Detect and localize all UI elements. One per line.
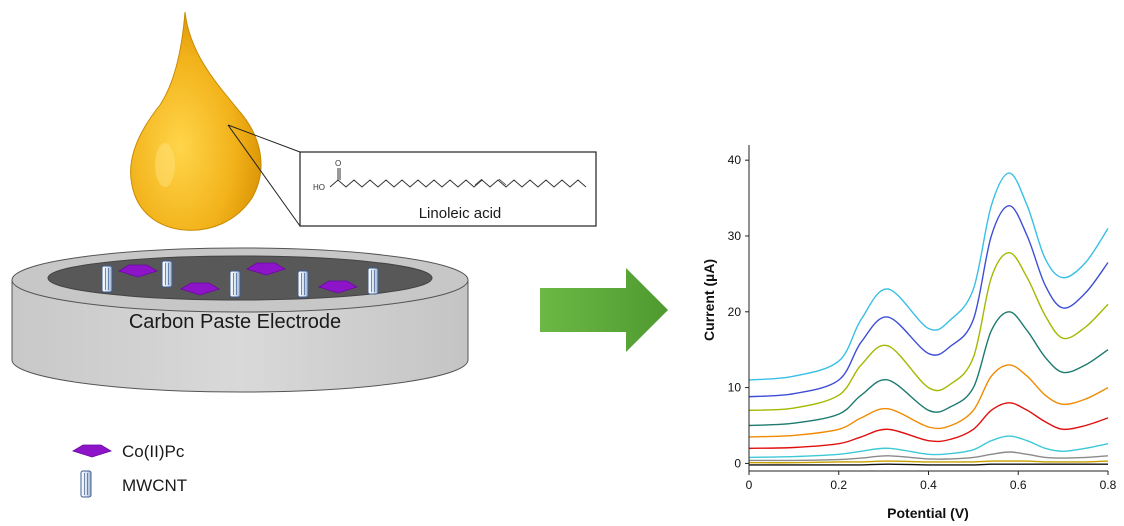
voltammogram-chart: 0 0.2 0.4 0.6 0.8 0 10 20 30 40 Potential (V) Cur… (701, 145, 1117, 521)
legend-label-copc: Co(II)Pc (122, 442, 185, 461)
x-tick-label: 0 (746, 478, 753, 492)
pentagon-icon (72, 444, 112, 458)
x-tick-label: 0.8 (1100, 478, 1117, 492)
chart-series-group (748, 172, 1109, 466)
molecule-atom-ho: HO (313, 183, 325, 192)
x-tick-label: 0.6 (1010, 478, 1027, 492)
series-line-9 (748, 204, 1109, 398)
y-tick-label: 30 (728, 229, 742, 243)
molecule-atom-o: O (335, 159, 341, 168)
oil-drop (130, 11, 262, 231)
y-axis-title: Current (µA) (701, 259, 717, 341)
molecule-box (299, 151, 597, 227)
series-line-2 (748, 460, 1109, 464)
chart-ticks-group: 0 0.2 0.4 0.6 0.8 0 10 20 30 40 (728, 153, 1117, 492)
series-line-5 (748, 402, 1109, 449)
series-line-4 (748, 435, 1109, 459)
nanotube-icon (80, 470, 92, 498)
arrow-right-icon (540, 268, 668, 352)
nanotube (297, 270, 309, 298)
series-line-6 (748, 364, 1109, 438)
y-tick-label: 40 (728, 153, 742, 167)
series-line-1 (749, 463, 1108, 466)
nanotube (367, 267, 379, 295)
x-tick-label: 0.2 (830, 478, 847, 492)
callout-line-top (227, 124, 301, 153)
y-tick-label: 20 (728, 305, 742, 319)
nanotube (161, 260, 173, 288)
nanotube (229, 270, 241, 298)
series-line-8 (748, 251, 1109, 411)
callout-line-bottom (227, 124, 301, 227)
drop-highlight (155, 143, 175, 187)
legend: Co(II)Pc MWCNT (72, 442, 187, 498)
series-line-10 (748, 172, 1109, 381)
series-line-7 (748, 311, 1109, 427)
y-tick-label: 0 (734, 456, 741, 470)
molecule-label: Linoleic acid (419, 205, 502, 222)
linoleic-acid-structure: HO O (313, 159, 587, 192)
x-tick-label: 0.4 (920, 478, 937, 492)
x-axis-title: Potential (V) (887, 505, 969, 521)
electrode-label: Carbon Paste Electrode (129, 311, 341, 333)
nanotube (101, 265, 113, 293)
series-line-3 (748, 451, 1109, 462)
y-tick-label: 10 (728, 381, 742, 395)
legend-label-mwcnt: MWCNT (122, 476, 187, 495)
